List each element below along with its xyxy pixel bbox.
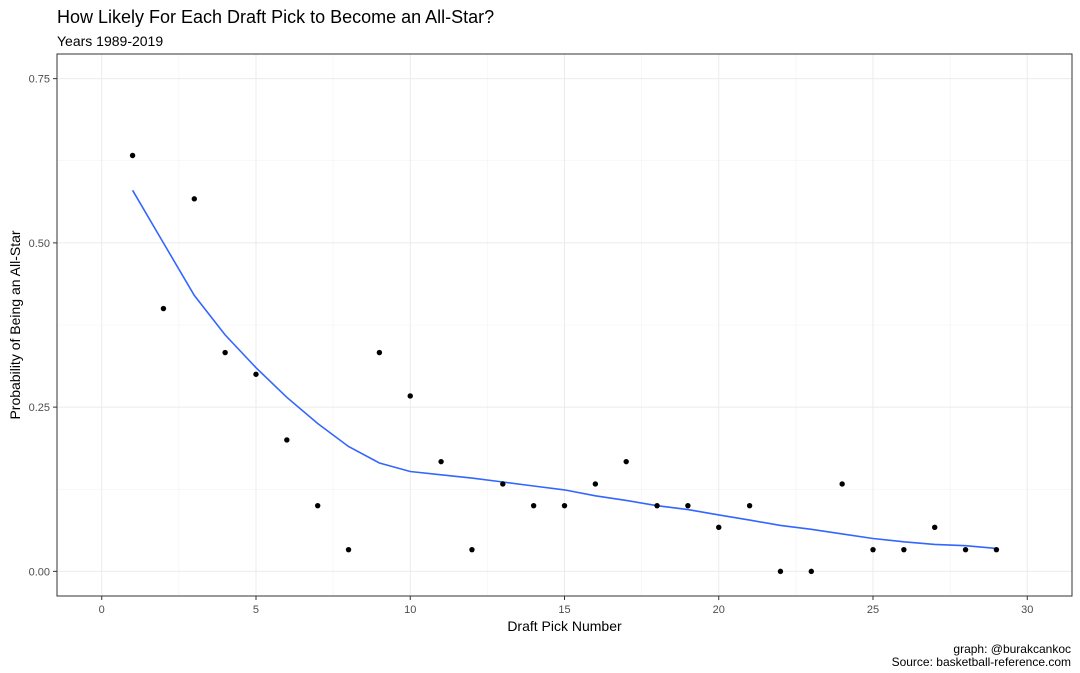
data-point [160, 305, 167, 312]
data-points [129, 152, 1000, 575]
y-axis-title: Probability of Being an All-Star [7, 230, 23, 419]
caption: graph: @burakcankoc Source: basketball-r… [892, 643, 1071, 669]
data-point [500, 481, 506, 487]
data-point [284, 437, 290, 443]
x-tick-label: 30 [1021, 604, 1033, 616]
data-point [962, 546, 969, 553]
data-point [376, 349, 383, 356]
data-point [716, 524, 722, 531]
y-tick-label: 0.00 [29, 566, 50, 578]
x-tick-label: 20 [713, 604, 725, 616]
y-tick-label: 0.50 [29, 238, 50, 250]
data-point [839, 481, 845, 487]
data-point [901, 546, 907, 553]
y-tick-label: 0.75 [29, 74, 50, 86]
data-point [314, 502, 321, 509]
data-point [932, 524, 938, 531]
data-point [592, 481, 599, 487]
data-point [129, 152, 136, 159]
grid-lines [57, 54, 1072, 596]
data-point [870, 546, 876, 553]
data-point [746, 502, 753, 509]
smooth-trend-line [131, 189, 997, 550]
x-tick-label: 25 [867, 604, 879, 616]
data-point [345, 546, 352, 553]
data-point [191, 196, 197, 202]
data-point [993, 546, 1000, 553]
data-point [623, 458, 629, 465]
caption-credit: graph: @burakcankoc [953, 642, 1071, 656]
data-point [438, 458, 444, 465]
axis-ticks: 0 5 10 15 20 25 30 0.00 0.25 0.50 0.75 [29, 74, 1034, 616]
data-point [407, 393, 413, 399]
data-point [561, 502, 568, 509]
data-point [654, 502, 660, 509]
data-point [777, 568, 784, 575]
chart-subtitle: Years 1989-2019 [57, 33, 164, 49]
chart-title: How Likely For Each Draft Pick to Become… [57, 7, 495, 27]
data-point [808, 568, 815, 575]
x-tick-label: 10 [404, 604, 416, 616]
x-tick-label: 0 [99, 604, 105, 616]
x-tick-label: 5 [253, 604, 259, 616]
data-point [253, 371, 259, 377]
x-axis-title: Draft Pick Number [507, 618, 622, 634]
x-tick-label: 15 [558, 604, 570, 616]
caption-source: Source: basketball-reference.com [891, 655, 1071, 669]
data-point [530, 502, 537, 509]
data-point [469, 546, 475, 553]
data-point [222, 349, 228, 356]
data-point [685, 502, 691, 509]
y-tick-label: 0.25 [29, 402, 50, 414]
